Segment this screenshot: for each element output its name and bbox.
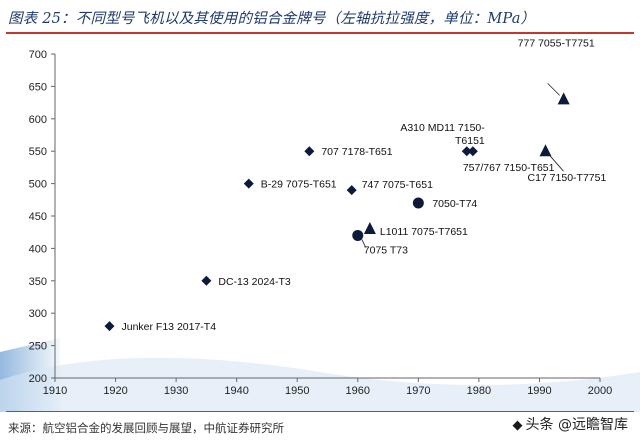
scatter-chart: 200 250 300 350 400 450 500 550 600 650 700 1910 192… [0,37,640,412]
point-circle [352,229,364,241]
point-diamond [201,275,212,286]
point-label: 707 7178-T651 [321,146,392,158]
y-tick-label: 250 [29,341,47,353]
x-tick-label: 1980 [467,385,491,397]
y-tick-label: 500 [29,179,47,191]
point-triangle [557,92,570,105]
point-triangle [539,144,552,157]
x-tick-label: 1990 [527,385,551,397]
figure-title: 图表 25：不同型号飞机以及其使用的铝合金牌号（左轴抗拉强度，单位：MPa） [8,11,536,27]
point-label-leader [547,83,560,96]
point-label: C17 7150-T7751 [528,172,607,184]
point-label: Junker F13 2017-T4 [122,321,217,333]
point-label: 747 7075-T651 [362,179,433,191]
y-tick-label: 400 [29,243,47,255]
point-label: 777 7055-T7751 [518,37,595,49]
point-triangle [363,221,376,234]
background-swoosh-band [0,357,640,412]
x-tick-label: 1920 [103,385,127,397]
y-tick-label: 600 [29,114,47,126]
point-label: DC-13 2024-T3 [218,276,291,288]
x-tick-label: 1940 [224,385,248,397]
point-label: 7075 T73 [364,244,408,256]
point-diamond [304,146,315,157]
point-diamond [461,146,472,157]
y-tick-label: 650 [29,81,47,93]
title-divider [6,32,634,34]
y-tick-label: 200 [29,373,47,385]
point-diamond [243,178,254,189]
y-tick-label: 300 [29,308,47,320]
point-label: L1011 7075-T7651 [380,226,468,238]
y-tick-label: 350 [29,276,47,288]
point-label: A310 MD11 7150-T6151 [400,122,485,147]
footer-divider [6,411,634,412]
watermark-text: 头条 @远瞻智库 [525,417,628,433]
x-tick-label: 1970 [406,385,430,397]
y-tick-label: 550 [29,146,47,158]
point-diamond [467,146,478,157]
point-circle [412,197,424,209]
y-tick-label: 450 [29,211,47,223]
point-label: 757/767 7150-T651 [463,162,555,174]
source-note: 来源：航空铝合金的发展回顾与展望，中航证券研究所 [8,421,284,435]
x-tick-label: 2000 [588,385,612,397]
point-label: B-29 7075-T651 [261,179,337,191]
point-label-leader [549,154,564,172]
point-diamond [104,321,115,332]
x-tick-label: 1910 [43,385,67,397]
point-diamond [346,185,357,196]
watermark: ◆ 头条 @远瞻智库 [513,414,628,434]
watermark-logo-icon: ◆ [512,418,523,433]
x-tick-label: 1950 [285,385,309,397]
x-tick-label: 1960 [346,385,370,397]
x-tick-label: 1930 [164,385,188,397]
point-label: 7050-T74 [432,198,477,210]
y-tick-label: 700 [29,49,47,61]
point-label-leader [361,239,367,248]
